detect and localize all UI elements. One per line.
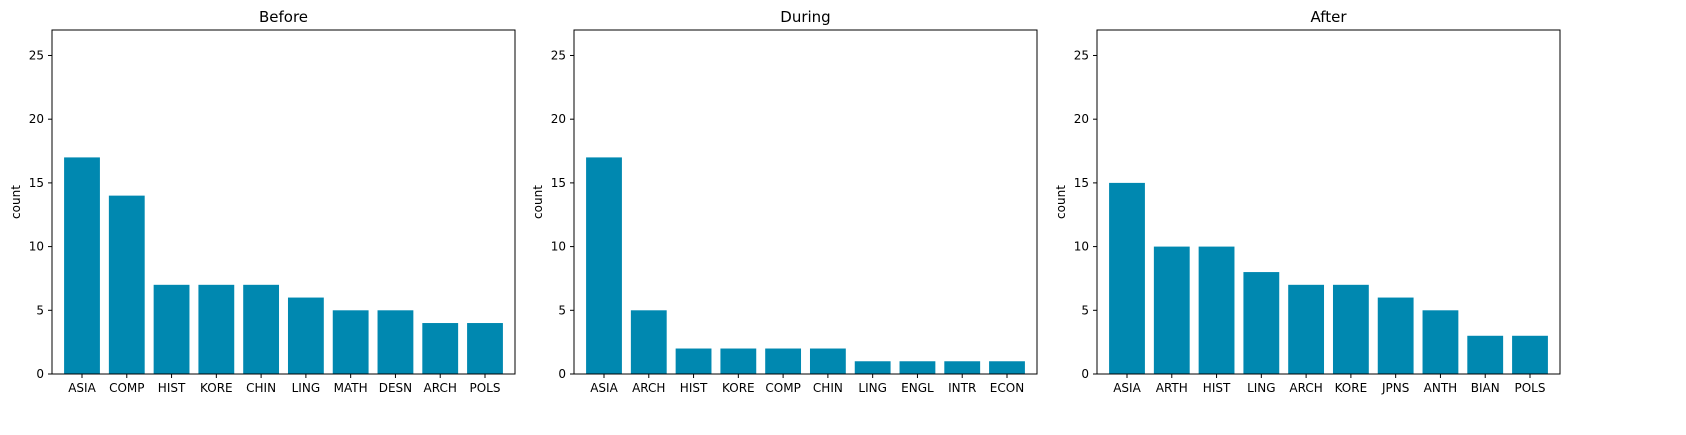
bar: [1198, 246, 1235, 374]
y-tick-label: 5: [558, 303, 566, 317]
bar: [720, 348, 757, 374]
y-tick-label: 20: [29, 112, 44, 126]
x-tick-label: ASIA: [590, 381, 618, 395]
x-tick-label: CHIN: [813, 381, 843, 395]
y-tick-label: 15: [29, 176, 44, 190]
x-tick-label: POLS: [1515, 381, 1546, 395]
chart-title: During: [780, 8, 830, 26]
x-tick-label: ARCH: [424, 381, 457, 395]
x-tick-label: ASIA: [68, 381, 96, 395]
x-tick-label: JPNS: [1381, 381, 1409, 395]
x-tick-label: ENGL: [901, 381, 934, 395]
bar: [108, 195, 145, 374]
bar: [64, 157, 100, 374]
bar: [198, 284, 235, 374]
x-tick-label: DESN: [379, 381, 412, 395]
bar: [675, 348, 712, 374]
x-tick-label: COMP: [765, 381, 800, 395]
x-tick-label: KORE: [200, 381, 233, 395]
y-axis-label: count: [531, 185, 545, 219]
y-tick-label: 10: [29, 240, 44, 254]
x-tick-label: COMP: [109, 381, 144, 395]
x-tick-label: KORE: [722, 381, 755, 395]
x-tick-label: KORE: [1335, 381, 1368, 395]
chart-panel: During ASIA ARCH HIST KORE COMP CHIN LING ENGL IN…: [531, 8, 1038, 395]
y-tick-label: 5: [36, 303, 44, 317]
x-tick-label: ARTH: [1156, 381, 1188, 395]
x-tick-label: CHIN: [246, 381, 276, 395]
bar: [586, 157, 622, 374]
bar: [422, 323, 459, 374]
bar: [1377, 297, 1414, 374]
x-tick-label: HIST: [680, 381, 708, 395]
chart-title: After: [1310, 8, 1347, 26]
y-axis-label: count: [9, 185, 23, 219]
y-tick-label: 0: [36, 367, 44, 381]
x-tick-label: MATH: [334, 381, 368, 395]
x-tick-label: ARCH: [632, 381, 665, 395]
x-tick-label: POLS: [470, 381, 501, 395]
x-tick-label: INTR: [948, 381, 976, 395]
bar: [1153, 246, 1190, 374]
bar: [944, 361, 981, 374]
x-tick-label: ECON: [990, 381, 1024, 395]
bar: [332, 310, 369, 374]
bar: [153, 284, 190, 374]
x-tick-label: LING: [1247, 381, 1276, 395]
x-tick-label: HIST: [1203, 381, 1231, 395]
bar: [1332, 284, 1369, 374]
y-tick-label: 0: [558, 367, 566, 381]
y-tick-label: 20: [551, 112, 566, 126]
bar: [1512, 335, 1548, 374]
chart-panel: After ASIA ARTH HIST LING ARCH KORE JPNS ANTH BIA…: [1054, 8, 1561, 395]
x-tick-label: LING: [858, 381, 887, 395]
bar: [1243, 272, 1280, 374]
y-tick-label: 25: [29, 48, 44, 62]
x-tick-label: LING: [292, 381, 321, 395]
y-tick-label: 25: [551, 48, 566, 62]
bar: [899, 361, 936, 374]
bar: [243, 284, 280, 374]
bar: [1288, 284, 1325, 374]
plot-frame: [51, 29, 516, 375]
chart-panel: Before ASIA COMP HIST KORE CHIN LING MATH DESN AR…: [9, 8, 516, 395]
y-tick-label: 15: [1074, 176, 1089, 190]
y-tick-label: 15: [551, 176, 566, 190]
bar: [287, 297, 324, 374]
chart-title: Before: [259, 8, 308, 26]
bar: [1467, 335, 1504, 374]
x-tick-label: ANTH: [1424, 381, 1458, 395]
x-tick-label: HIST: [158, 381, 186, 395]
y-tick-label: 5: [1081, 303, 1089, 317]
bar: [989, 361, 1025, 374]
y-tick-label: 20: [1074, 112, 1089, 126]
bar: [630, 310, 667, 374]
x-tick-label: ASIA: [1113, 381, 1141, 395]
bar: [1422, 310, 1459, 374]
y-tick-label: 10: [551, 240, 566, 254]
y-tick-label: 25: [1074, 48, 1089, 62]
plot-frame: [1096, 29, 1561, 375]
y-tick-label: 10: [1074, 240, 1089, 254]
plot-frame: [573, 29, 1038, 375]
y-tick-label: 0: [1081, 367, 1089, 381]
bar: [854, 361, 891, 374]
x-tick-label: ARCH: [1289, 381, 1322, 395]
bar: [765, 348, 802, 374]
bar: [467, 323, 503, 374]
bar: [1109, 182, 1145, 374]
x-tick-label: BIAN: [1471, 381, 1500, 395]
bar: [377, 310, 414, 374]
y-axis-label: count: [1054, 185, 1068, 219]
bar: [809, 348, 846, 374]
